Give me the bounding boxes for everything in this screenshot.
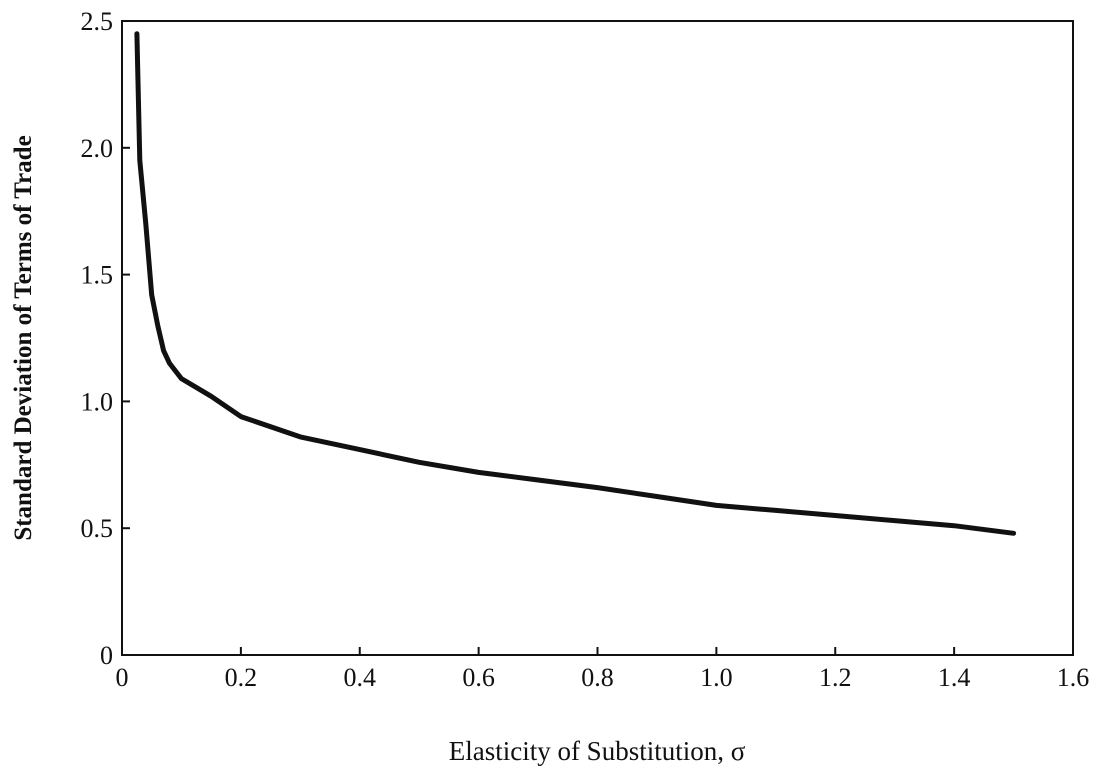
x-tick-label: 0.6: [462, 663, 495, 692]
series-layer: [134, 31, 1017, 536]
y-tick-label: 2.5: [81, 7, 114, 36]
x-tick-label: 1.4: [938, 663, 971, 692]
x-tick-label: 1.6: [1057, 663, 1090, 692]
series-line: [134, 31, 1017, 536]
x-tick-label: 1.2: [819, 663, 852, 692]
y-tick-label: 0.5: [81, 514, 114, 543]
x-tick-label: 0: [116, 663, 129, 692]
y-axis-title: Standard Deviation of Terms of Trade: [10, 135, 37, 540]
x-tick-label: 0.4: [344, 663, 377, 692]
y-tick-label: 1.5: [81, 261, 114, 290]
y-tick-label: 2.0: [81, 134, 114, 163]
y-tick-label: 1.0: [81, 387, 114, 416]
x-axis-ticks: 0 0.2 0.4 0.6 0.8 1.0 1.2 1.4 1.6: [116, 647, 1090, 692]
x-tick-label: 1.0: [700, 663, 733, 692]
x-axis-title: Elasticity of Substitution, σ: [449, 736, 746, 766]
y-tick-label: 0: [100, 641, 113, 670]
x-tick-label: 0.2: [225, 663, 258, 692]
plot-frame: [121, 20, 1074, 656]
x-tick-label: 0.8: [581, 663, 614, 692]
y-axis-ticks: 0 0.5 1.0 1.5 2.0 2.5: [81, 7, 130, 670]
